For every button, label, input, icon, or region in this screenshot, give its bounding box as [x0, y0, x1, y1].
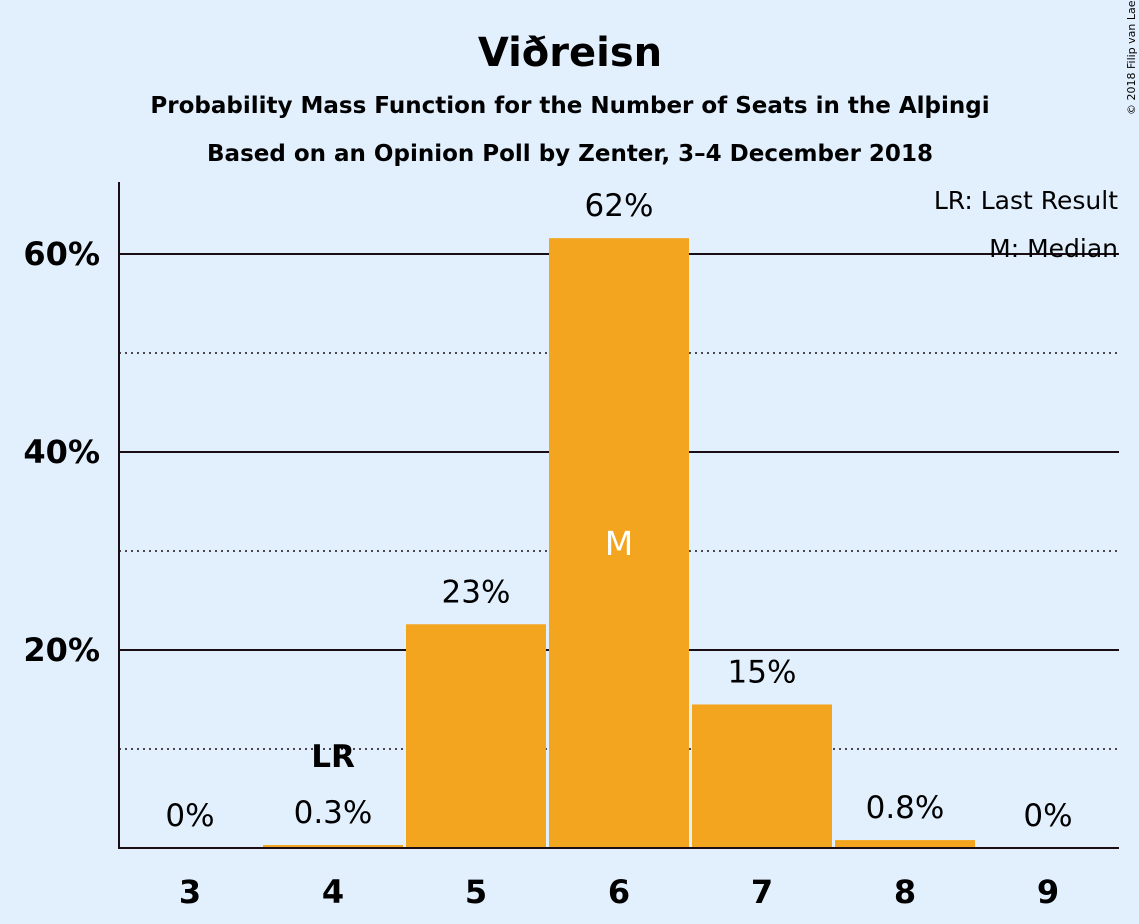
- x-tick-label: 4: [322, 873, 344, 911]
- last-result-marker: LR: [311, 739, 355, 775]
- bar-seats-8: [835, 840, 975, 848]
- data-label: 15%: [728, 654, 797, 690]
- chart-subtitle-2: Based on an Opinion Poll by Zenter, 3–4 …: [207, 141, 933, 167]
- y-tick-label: 60%: [23, 235, 100, 273]
- y-tick-label: 20%: [23, 631, 100, 669]
- y-tick-labels: 20% 40% 60%: [23, 235, 100, 669]
- data-label: 23%: [442, 574, 511, 610]
- x-tick-label: 8: [894, 873, 916, 911]
- median-marker: M: [605, 524, 633, 563]
- data-label: 0.3%: [294, 795, 373, 831]
- data-label: 0%: [1023, 798, 1072, 834]
- data-label: 0.8%: [866, 790, 945, 826]
- legend-last-result: LR: Last Result: [934, 186, 1118, 215]
- bar-seats-4: [263, 845, 403, 848]
- data-labels: 0% 0.3% LR 23% 62% M 15% 0.8% 0%: [165, 188, 1072, 834]
- bars-group: [263, 238, 975, 848]
- data-label: 62%: [585, 188, 654, 224]
- chart-title: Viðreisn: [478, 30, 662, 76]
- x-tick-labels: 3 4 5 6 7 8 9: [179, 873, 1059, 911]
- bar-seats-7: [692, 704, 832, 848]
- bar-seats-6: [549, 238, 689, 848]
- axes: [118, 182, 1119, 849]
- x-tick-label: 9: [1037, 873, 1059, 911]
- legend-median: M: Median: [989, 234, 1118, 263]
- chart-subtitle-1: Probability Mass Function for the Number…: [150, 93, 989, 119]
- copyright-note: © 2018 Filip van Laenen: [1125, 0, 1138, 115]
- x-tick-label: 6: [608, 873, 630, 911]
- data-label: 0%: [165, 798, 214, 834]
- x-tick-label: 7: [751, 873, 773, 911]
- x-tick-label: 5: [465, 873, 487, 911]
- bar-seats-5: [406, 624, 546, 848]
- y-tick-label: 40%: [23, 433, 100, 471]
- x-tick-label: 3: [179, 873, 201, 911]
- legend: LR: Last Result M: Median: [934, 186, 1118, 263]
